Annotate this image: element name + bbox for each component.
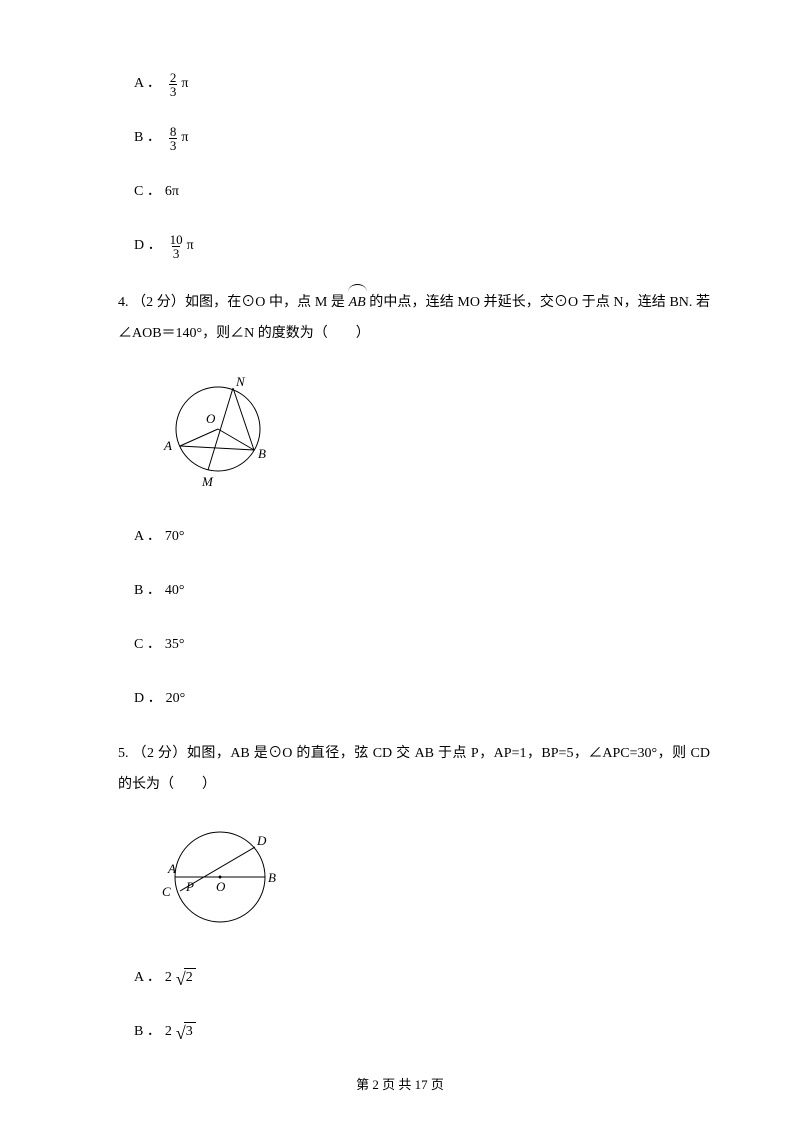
- option-label: D ．: [134, 235, 162, 257]
- label-a: A: [167, 861, 176, 876]
- q3-option-b: B ． 8 3 π: [134, 124, 710, 152]
- label-o: O: [206, 411, 216, 426]
- numerator: 10: [170, 233, 183, 246]
- q4-option-b: B ． 40°: [134, 577, 710, 605]
- label-o: O: [216, 879, 226, 894]
- coefficient: 2: [165, 1021, 172, 1043]
- q4-option-a: A ． 70°: [134, 523, 710, 551]
- option-label: C ．: [134, 181, 161, 203]
- pi-suffix: π: [181, 127, 188, 149]
- page-footer: 第 2 页 共 17 页: [0, 1075, 800, 1096]
- option-text: 6π: [165, 181, 179, 203]
- numerator: 8: [170, 125, 177, 138]
- sqrt-icon: √ 2: [176, 968, 196, 987]
- sqrt-icon: √ 3: [176, 1022, 196, 1041]
- radicand: 2: [184, 968, 196, 987]
- option-label: C ．: [134, 634, 161, 656]
- label-d: D: [256, 833, 267, 848]
- q5-option-b: B ． 2 √ 3: [134, 1018, 710, 1046]
- q4-figure: N O A B M: [158, 374, 710, 497]
- fraction: 2 3: [169, 71, 178, 98]
- label-a: A: [163, 438, 172, 453]
- pi-suffix: π: [187, 235, 194, 257]
- q4-text-part1: 4. （2 分）如图，在⊙O 中，点 M 是: [118, 295, 349, 310]
- option-label: B ．: [134, 1021, 161, 1043]
- option-label: B ．: [134, 127, 161, 149]
- label-m: M: [201, 474, 214, 489]
- q5-figure: A B C D P O: [158, 825, 710, 938]
- q3-option-a: A ． 2 3 π: [134, 70, 710, 98]
- numerator: 2: [170, 71, 177, 84]
- q5-circle-diagram: A B C D P O: [158, 825, 288, 930]
- q4-option-d: D ． 20°: [134, 685, 710, 713]
- option-label: A ．: [134, 73, 161, 95]
- q3-option-c: C ． 6π: [134, 178, 710, 206]
- option-text: 70°: [165, 526, 185, 548]
- label-b: B: [258, 446, 266, 461]
- q5-text: 5. （2 分）如图，AB 是⊙O 的直径，弦 CD 交 AB 于点 P，AP=…: [118, 739, 710, 801]
- q4-option-c: C ． 35°: [134, 631, 710, 659]
- radicand: 3: [184, 1022, 196, 1041]
- option-label: D ．: [134, 688, 162, 710]
- arc-ab-icon: AB: [349, 286, 366, 319]
- label-c: C: [162, 884, 171, 899]
- q4-circle-diagram: N O A B M: [158, 374, 288, 489]
- option-label: A ．: [134, 526, 161, 548]
- option-text: 40°: [165, 580, 185, 602]
- option-label: A ．: [134, 967, 161, 989]
- label-b: B: [268, 870, 276, 885]
- fraction: 10 3: [170, 233, 183, 260]
- label-n: N: [235, 374, 246, 389]
- denominator: 3: [169, 84, 178, 98]
- q5-text-content: 5. （2 分）如图，AB 是⊙O 的直径，弦 CD 交 AB 于点 P，AP=…: [118, 746, 710, 792]
- option-text: 35°: [165, 634, 185, 656]
- option-text: 20°: [166, 688, 186, 710]
- coefficient: 2: [165, 967, 172, 989]
- q3-option-d: D ． 10 3 π: [134, 232, 710, 260]
- denominator: 3: [169, 138, 178, 152]
- denominator: 3: [172, 246, 181, 260]
- pi-suffix: π: [181, 73, 188, 95]
- option-label: B ．: [134, 580, 161, 602]
- label-p: P: [185, 879, 194, 894]
- q5-option-a: A ． 2 √ 2: [134, 964, 710, 992]
- fraction: 8 3: [169, 125, 178, 152]
- q4-text: 4. （2 分）如图，在⊙O 中，点 M 是 AB 的中点，连结 MO 并延长，…: [118, 286, 710, 350]
